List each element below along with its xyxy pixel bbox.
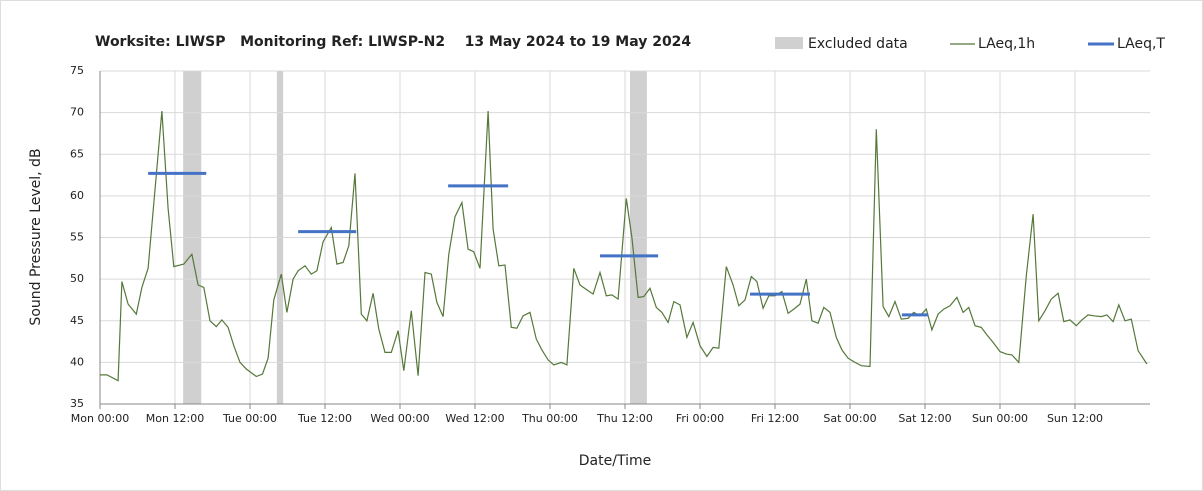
x-tick-label: Sun 00:00	[972, 412, 1028, 425]
x-tick-label: Sat 12:00	[898, 412, 951, 425]
x-tick-label: Thu 00:00	[521, 412, 578, 425]
y-tick-label: 60	[70, 189, 84, 202]
x-tick-label: Fri 00:00	[676, 412, 724, 425]
x-tick-label: Mon 00:00	[71, 412, 129, 425]
line-series	[100, 110, 1148, 382]
x-tick-label: Wed 12:00	[445, 412, 504, 425]
chart-title: Worksite: LIWSP Monitoring Ref: LIWSP-N2…	[95, 34, 691, 50]
x-axis-label: Date/Time	[579, 453, 651, 469]
y-tick-label: 45	[70, 314, 84, 327]
x-tick-label: Tue 00:00	[222, 412, 277, 425]
x-tick-label: Wed 00:00	[370, 412, 429, 425]
y-axis-label: Sound Pressure Level, dB	[28, 148, 44, 325]
x-tick-label: Fri 12:00	[751, 412, 799, 425]
legend-label: LAeq,1h	[978, 36, 1035, 52]
y-tick-label: 65	[70, 147, 84, 160]
x-tick-label: Tue 12:00	[297, 412, 352, 425]
x-tick-label: Sun 12:00	[1047, 412, 1103, 425]
y-tick-label: 50	[70, 272, 84, 285]
y-tick-label: 40	[70, 355, 84, 368]
legend-label: LAeq,T	[1117, 36, 1165, 52]
legend-label: Excluded data	[808, 36, 908, 52]
legend-swatch	[775, 37, 803, 49]
x-tick-label: Thu 12:00	[596, 412, 653, 425]
y-tick-label: 55	[70, 231, 84, 244]
y-tick-label: 70	[70, 106, 84, 119]
x-tick-label: Mon 12:00	[146, 412, 204, 425]
y-tick-label: 75	[70, 64, 84, 77]
x-tick-label: Sat 00:00	[823, 412, 876, 425]
y-tick-label: 35	[70, 397, 84, 410]
